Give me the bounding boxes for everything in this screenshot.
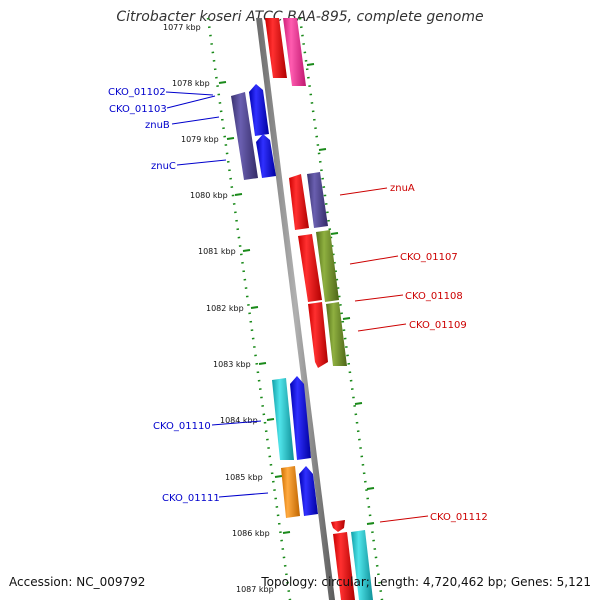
map-title: Citrobacter koseri ATCC BAA-895, complet… [116, 9, 484, 25]
tick-marks [218, 63, 375, 534]
gene-label: CKO_01107 [400, 252, 458, 263]
tick-mark [342, 317, 351, 320]
tick-label: 1087 kbp [236, 585, 274, 594]
tick-mark [250, 306, 259, 309]
cds-feature [290, 376, 311, 460]
accession-text: Accession: NC_009792 [9, 575, 146, 589]
gene-label: znuA [390, 183, 415, 194]
label-connectors [165, 91, 429, 523]
tick-label: 1082 kbp [206, 304, 244, 313]
tick-label: 1077 kbp [163, 23, 201, 32]
cds-feature [299, 466, 318, 516]
tick-mark [282, 531, 291, 534]
cds-feature [281, 466, 300, 518]
tick-label: 1079 kbp [181, 135, 219, 144]
cds-feature [289, 174, 309, 230]
cds-feature [298, 234, 322, 302]
tick-mark [226, 137, 235, 140]
cds-feature [351, 530, 373, 600]
gene-labels: CKO_01102 CKO_01103 znuB znuC CKO_01110 … [108, 87, 488, 523]
tick-label: 1085 kbp [225, 473, 263, 482]
genome-summary-text: Topology: circular; Length: 4,720,462 bp… [261, 575, 591, 589]
gene-label: CKO_01109 [409, 320, 467, 331]
tick-mark [234, 193, 243, 196]
tick-label: 1080 kbp [190, 191, 228, 200]
cds-feature [231, 92, 258, 180]
cds-feature [326, 302, 347, 366]
cds-feature [307, 172, 328, 228]
tick-label: 1078 kbp [172, 79, 210, 88]
tick-label: 1083 kbp [213, 360, 251, 369]
tick-mark [366, 487, 375, 490]
tick-mark [242, 249, 251, 252]
tick-mark [218, 81, 227, 84]
cds-feature [265, 18, 287, 78]
cds-feature [331, 520, 345, 532]
tick-mark [354, 402, 363, 405]
cds-feature [308, 302, 328, 368]
tick-mark [306, 63, 315, 66]
tick-mark [266, 418, 275, 421]
cds-feature [333, 532, 355, 600]
cds-features [231, 18, 373, 600]
cds-feature [283, 18, 306, 86]
tick-mark [258, 362, 267, 365]
tick-label: 1084 kbp [220, 416, 258, 425]
tick-mark [274, 475, 283, 478]
gene-label: znuC [151, 161, 176, 172]
tick-mark [318, 148, 327, 151]
gene-label: CKO_01112 [430, 512, 488, 523]
cds-feature [272, 378, 294, 460]
tick-mark [330, 232, 339, 235]
cds-feature [316, 230, 339, 302]
genome-backbone [256, 18, 335, 600]
tick-labels: 1077 kbp 1078 kbp 1079 kbp 1080 kbp 1081… [163, 23, 274, 594]
tick-label: 1086 kbp [232, 529, 270, 538]
gene-label: CKO_01110 [153, 421, 211, 432]
tick-mark [366, 522, 375, 525]
gene-label: znuB [145, 120, 170, 131]
gene-label: CKO_01111 [162, 493, 220, 504]
gene-label: CKO_01108 [405, 291, 463, 302]
cds-feature [256, 134, 276, 178]
gene-label: CKO_01103 [109, 104, 167, 115]
tick-label: 1081 kbp [198, 247, 236, 256]
cds-feature [249, 84, 269, 136]
gene-label: CKO_01102 [108, 87, 166, 98]
